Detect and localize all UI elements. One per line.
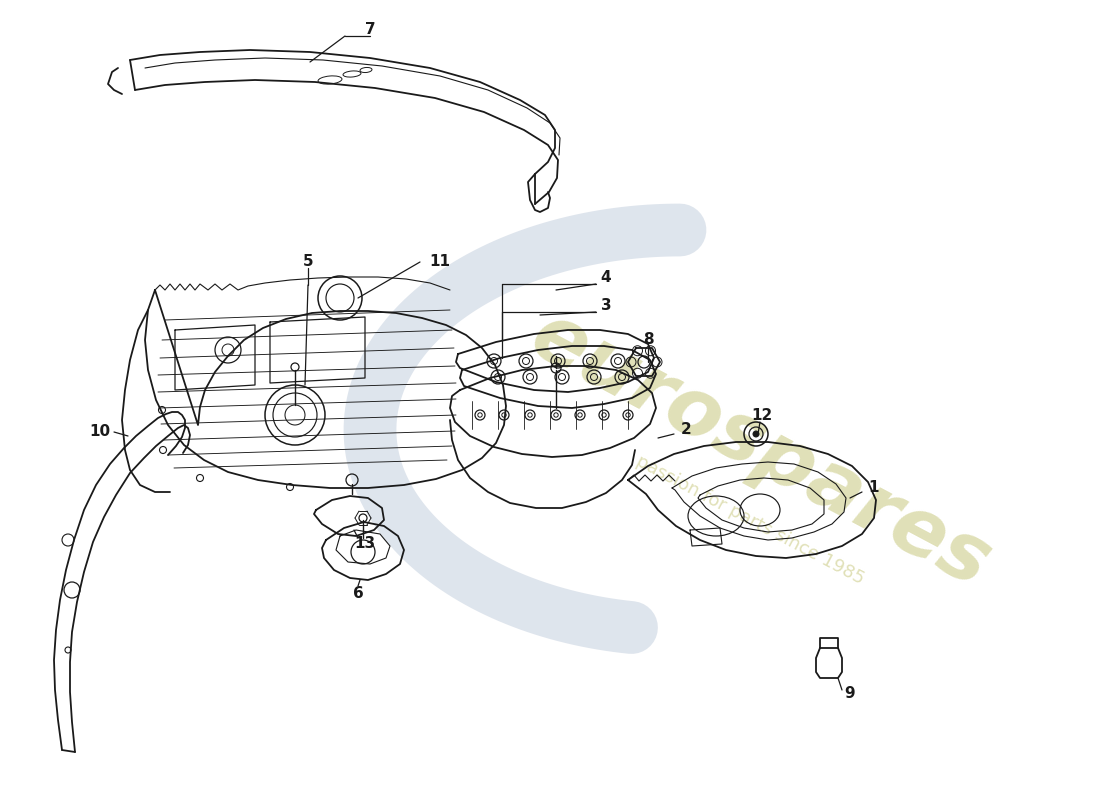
Text: 4: 4 — [601, 270, 612, 286]
Text: 12: 12 — [751, 409, 772, 423]
Text: eurospares: eurospares — [517, 296, 1003, 604]
Text: 11: 11 — [429, 254, 451, 270]
Text: 8: 8 — [642, 333, 653, 347]
Text: 3: 3 — [601, 298, 612, 314]
Text: 9: 9 — [845, 686, 856, 702]
Circle shape — [754, 431, 759, 437]
Text: 2: 2 — [681, 422, 692, 438]
Text: 13: 13 — [354, 537, 375, 551]
Text: 6: 6 — [353, 586, 363, 602]
Text: passion for parts since 1985: passion for parts since 1985 — [632, 452, 867, 588]
Text: 10: 10 — [89, 425, 111, 439]
Text: 7: 7 — [365, 22, 375, 38]
Text: 5: 5 — [302, 254, 313, 270]
Text: 1: 1 — [869, 481, 879, 495]
